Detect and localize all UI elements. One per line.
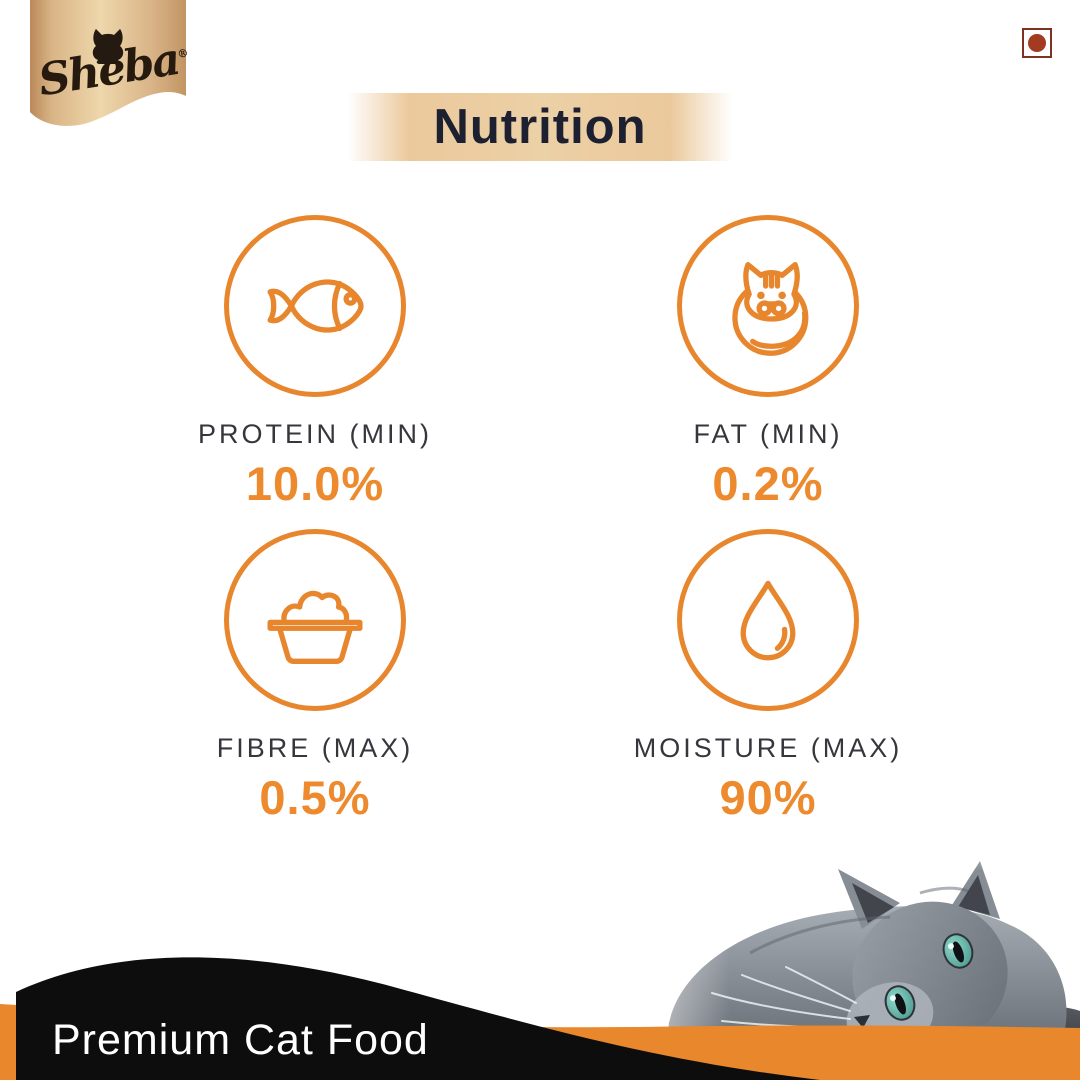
nutrient-label: FAT (MIN) [693,419,843,449]
nutrition-banner: Nutrition [348,93,732,161]
nutrient-value: 10.0% [245,457,385,510]
fish-icon [267,279,364,333]
water-drop-icon [740,580,796,661]
black-cat-silhouette-icon [92,29,124,64]
sheba-logo: Sheba® [28,0,190,136]
nutrient-card-moisture: MOISTURE (MAX) 90% [588,529,948,825]
nutrient-value: 0.2% [712,457,824,510]
nutrient-card-fibre: FIBRE (MAX) 0.5% [135,529,495,825]
nonveg-dot [1028,34,1046,52]
nutrient-label: PROTEIN (MIN) [198,419,432,449]
icon-ring [677,215,859,397]
footer-tagline: Premium Cat Food [52,1016,429,1064]
icon-ring [224,529,406,711]
icon-ring [224,215,406,397]
nutrient-value: 0.5% [259,771,371,824]
nutrient-card-fat: FAT (MIN) 0.2% [588,215,948,511]
nutrient-label: MOISTURE (MAX) [633,733,903,763]
page-title: Nutrition [433,100,647,154]
nonveg-mark-icon [1022,28,1052,58]
registered-mark: ® [176,46,190,61]
icon-ring [677,529,859,711]
cat-photo [600,823,1080,1080]
cat-icon [732,262,809,356]
nutrient-label: FIBRE (MAX) [216,733,414,763]
logo-background [30,0,186,126]
nutrient-card-protein: PROTEIN (MIN) 10.0% [135,215,495,511]
nutrient-value: 90% [719,771,817,824]
litter-tray-icon [267,590,363,664]
